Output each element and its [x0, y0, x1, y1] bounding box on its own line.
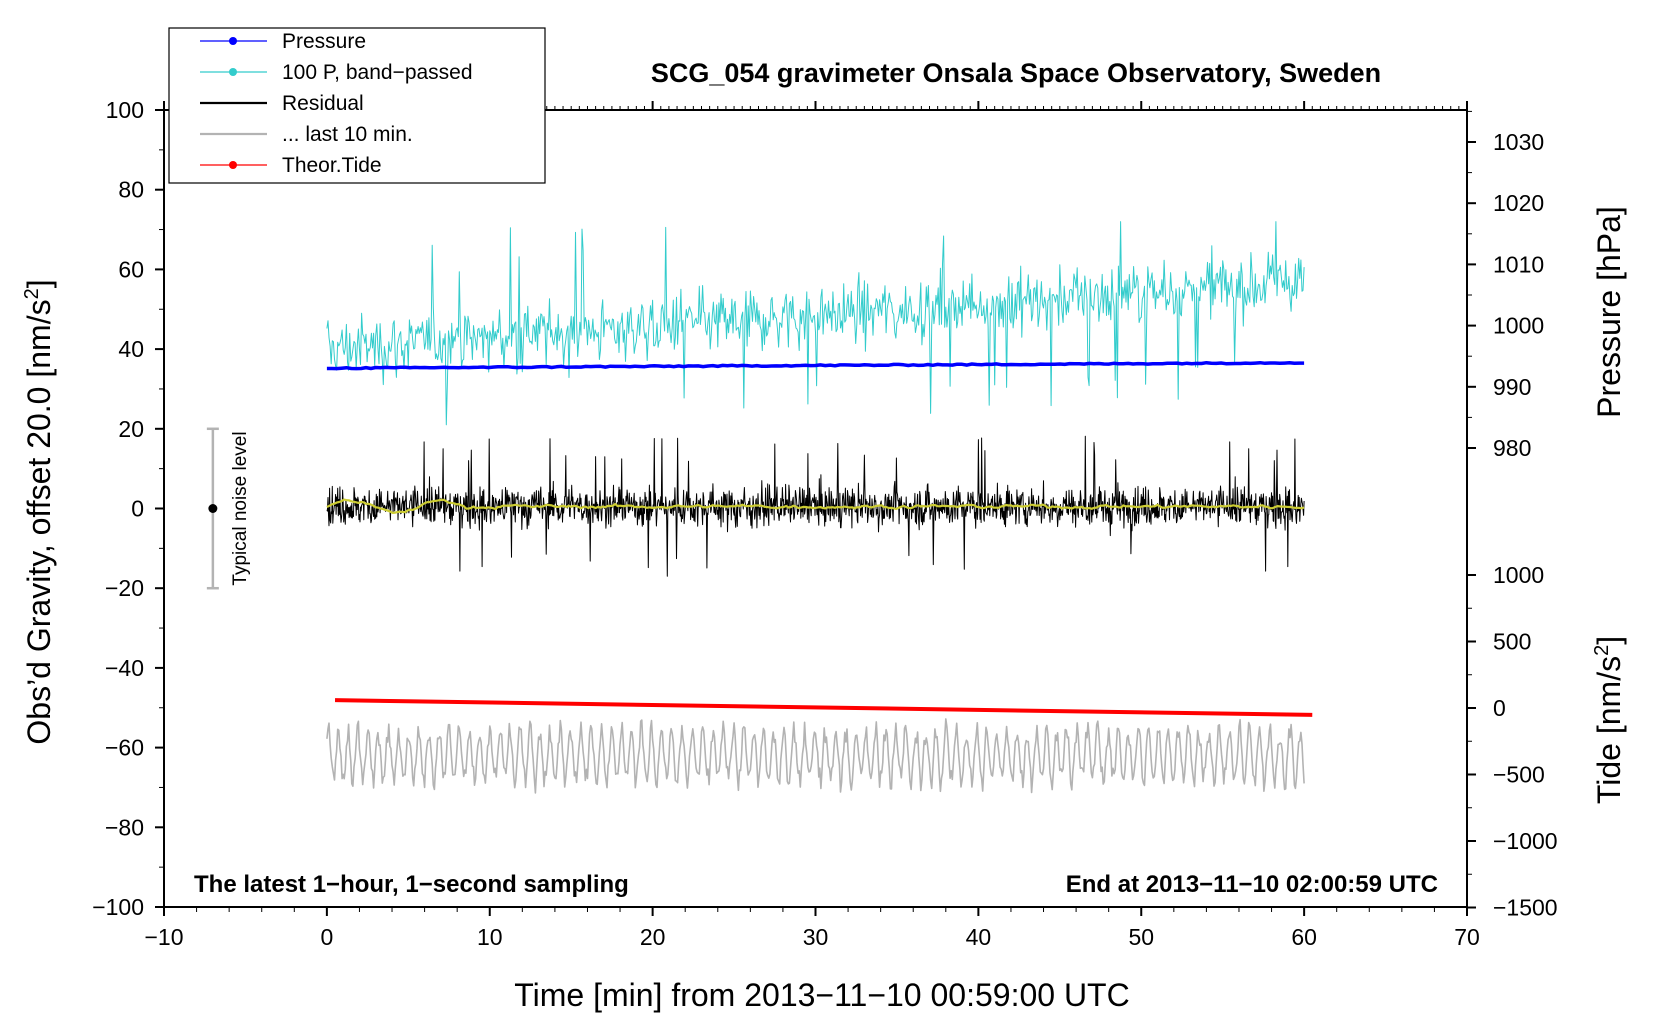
- tide-tick-label-1: −1000: [1493, 828, 1558, 854]
- pressure-tick-label-3: 1010: [1493, 251, 1544, 277]
- x-tick-label-5: 40: [966, 924, 992, 950]
- y-axis-title-gravity: Obs’d Gravity, offset 20.0 [nm/s2]: [21, 279, 57, 744]
- legend-box: [168, 27, 546, 184]
- legend: Pressure 100 P, band−passed Residual ... la…: [168, 27, 546, 184]
- tide-tick-label-2: −500: [1493, 762, 1545, 788]
- noise-bar-center: [208, 504, 218, 513]
- legend-label-1: 100 P, band−passed: [282, 61, 473, 84]
- y-tick-label-5: 0: [131, 496, 144, 522]
- y-axis-title-pressure: Pressure [hPa]: [1591, 206, 1627, 418]
- y-tick-label-10: 100: [106, 97, 144, 123]
- y-tick-label-3: −40: [105, 655, 144, 681]
- x-tick-label-8: 70: [1454, 924, 1480, 950]
- y-tick-label-1: −80: [105, 814, 144, 840]
- series-residual: [326, 435, 1305, 577]
- pressure-tick-label-1: 990: [1493, 374, 1531, 400]
- x-tick-label-1: 0: [320, 924, 333, 950]
- tide-tick-label-3: 0: [1493, 695, 1506, 721]
- y-axis-title-gravity-sup: 2: [21, 288, 43, 299]
- y-axis-title-tide-text: Tide [nm/s: [1591, 656, 1627, 804]
- x-tick-label-3: 20: [640, 924, 666, 950]
- series-theoretical-tide: [334, 698, 1313, 717]
- x-tick-label-2: 10: [477, 924, 503, 950]
- x-axis: −10 0 10 20 30 40 50 60 70: [144, 101, 1480, 950]
- noise-level-indicator: Typical noise level: [206, 427, 251, 590]
- pressure-tick-label-0: 980: [1493, 435, 1531, 461]
- legend-label-3: ... last 10 min.: [282, 123, 413, 146]
- y-axis-title-gravity-text: Obs’d Gravity, offset 20.0 [nm/s: [21, 299, 57, 744]
- y-axis-gravity: −100 −80 −60 −40 −20 0 20 40 60 80 100: [92, 97, 164, 920]
- x-axis-title: Time [min] from 2013−11−10 00:59:00 UTC: [514, 977, 1129, 1013]
- y-axis-title-gravity-end: ]: [21, 279, 57, 288]
- series-pressure: [326, 360, 1305, 371]
- annotation-end-time: End at 2013−11−10 02:00:59 UTC: [1066, 871, 1438, 898]
- series-last-10-min: [326, 718, 1305, 794]
- tide-tick-label-0: −1500: [1493, 895, 1558, 921]
- legend-marker-4: [229, 161, 237, 169]
- y-axis-title-tide: Tide [nm/s2]: [1591, 636, 1627, 804]
- legend-label-4: Theor.Tide: [282, 154, 382, 177]
- legend-marker-0: [229, 37, 237, 45]
- legend-marker-1: [229, 68, 237, 76]
- y-tick-label-6: 20: [118, 416, 144, 442]
- y-tick-label-8: 60: [118, 256, 144, 282]
- x-tick-label-4: 30: [803, 924, 829, 950]
- pressure-tick-label-5: 1030: [1493, 129, 1544, 155]
- series-band-passed-pressure: [326, 221, 1305, 426]
- x-tick-label-7: 60: [1291, 924, 1317, 950]
- x-tick-label-0: −10: [144, 924, 183, 950]
- tide-tick-label-4: 500: [1493, 629, 1531, 655]
- x-tick-label-6: 50: [1128, 924, 1154, 950]
- annotation-sampling: The latest 1−hour, 1−second sampling: [194, 871, 629, 898]
- y-axis-title-tide-sup: 2: [1591, 645, 1613, 656]
- chart-title: SCG_054 gravimeter Onsala Space Observat…: [651, 58, 1381, 88]
- y-tick-label-0: −100: [92, 894, 144, 920]
- y-axis-pressure-tide: 980 990 1000 1010 1020 1030 −1500 −1000 −500 0 500…: [1467, 110, 1558, 921]
- legend-label-0: Pressure: [282, 30, 366, 53]
- y-tick-label-9: 80: [118, 177, 144, 203]
- pressure-tick-label-2: 1000: [1493, 313, 1544, 339]
- y-tick-label-4: −20: [105, 575, 144, 601]
- noise-level-label: Typical noise level: [230, 431, 251, 585]
- tide-tick-label-5: 1000: [1493, 562, 1544, 588]
- legend-label-2: Residual: [282, 92, 364, 115]
- plot-area: [326, 221, 1313, 794]
- y-tick-label-7: 40: [118, 336, 144, 362]
- y-tick-label-2: −60: [105, 735, 144, 761]
- y-axis-title-tide-end: ]: [1591, 636, 1627, 645]
- series-smoothed-residual: [326, 498, 1305, 514]
- pressure-tick-label-4: 1020: [1493, 190, 1544, 216]
